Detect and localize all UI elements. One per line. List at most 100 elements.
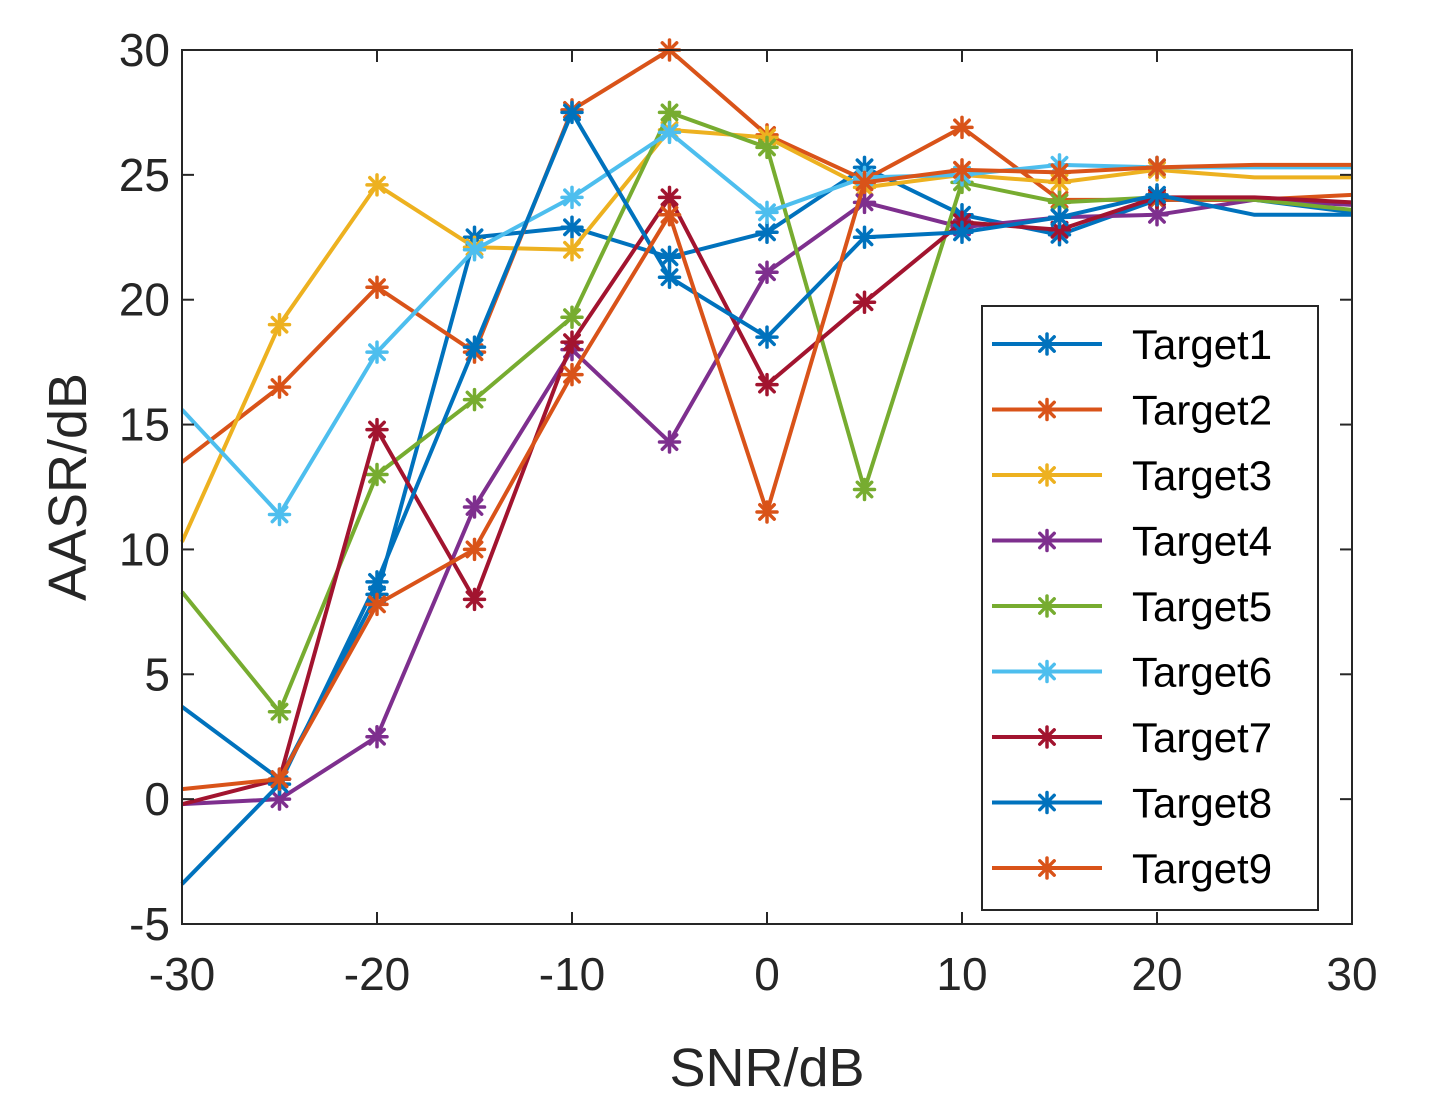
legend-item-target3: Target3 <box>992 452 1272 499</box>
legend-item-target6: Target6 <box>992 649 1272 696</box>
series-target9 <box>181 155 1352 792</box>
legend-item-target9: Target9 <box>992 845 1272 892</box>
y-tick-label: 0 <box>144 773 170 825</box>
legend-label: Target1 <box>1132 321 1272 368</box>
data-point-target4-2 <box>365 724 389 749</box>
legend-label: Target6 <box>1132 649 1272 696</box>
data-point-target5-6 <box>755 135 779 160</box>
data-point-target9-7 <box>852 170 877 195</box>
legend-item-target7: Target7 <box>992 714 1272 761</box>
legend-label: Target3 <box>1132 452 1272 499</box>
legend-marker <box>1035 397 1059 422</box>
data-point-target8-5 <box>657 265 682 289</box>
x-tick-label: -30 <box>149 948 215 1000</box>
data-point-target2-2 <box>365 275 389 299</box>
legend: Target1 Target2 Target3 Target4 Target5 Targe… <box>981 305 1319 911</box>
data-point-target4-3 <box>462 495 487 519</box>
data-point-target7-2 <box>365 417 389 442</box>
legend-label: Target7 <box>1132 714 1272 761</box>
data-point-target1-6 <box>755 220 779 245</box>
data-point-target1-4 <box>560 215 584 240</box>
data-point-target6-4 <box>560 185 584 210</box>
legend-item-target1: Target1 <box>992 321 1272 368</box>
data-point-target1-5 <box>657 245 682 270</box>
legend-label: Target9 <box>1132 845 1272 892</box>
data-point-target8-8 <box>950 220 974 245</box>
data-point-target4-5 <box>657 430 682 454</box>
legend-label: Target2 <box>1132 387 1272 434</box>
legend-marker <box>1035 790 1059 815</box>
x-tick-label: 20 <box>1131 948 1182 1000</box>
data-point-target9-4 <box>560 362 584 387</box>
data-point-target7-4 <box>560 330 584 354</box>
data-point-target8-4 <box>560 100 584 125</box>
x-tick-label: 10 <box>936 948 987 1000</box>
data-point-target5-7 <box>852 477 877 502</box>
series-layer <box>180 38 1353 886</box>
data-point-target8-9 <box>1047 205 1072 230</box>
x-tick-label: 30 <box>1326 948 1377 1000</box>
legend-marker <box>1035 659 1059 684</box>
data-point-target9-2 <box>365 592 389 617</box>
data-point-target6-5 <box>657 120 682 145</box>
legend-marker <box>1035 594 1059 618</box>
legend-label: Target4 <box>1132 518 1272 565</box>
y-tick-label: 30 <box>119 24 170 76</box>
data-point-target7-6 <box>755 372 779 397</box>
data-point-target5-4 <box>560 305 584 329</box>
data-point-target2-1 <box>267 375 292 399</box>
x-tick-label: -10 <box>539 948 605 1000</box>
x-tick-label: 0 <box>754 948 780 1000</box>
data-point-target4-6 <box>755 260 779 284</box>
y-tick-label: 25 <box>119 149 170 201</box>
data-point-target2-8 <box>950 115 974 140</box>
legend-item-target5: Target5 <box>992 583 1272 630</box>
data-point-target5-3 <box>462 387 487 412</box>
data-point-target5-1 <box>267 699 292 724</box>
legend-marker <box>1035 332 1059 356</box>
series-target8 <box>180 100 1352 886</box>
legend-marker <box>1035 725 1059 749</box>
y-tick-label: 10 <box>119 523 170 575</box>
data-point-target7-5 <box>657 185 682 210</box>
data-point-target6-1 <box>267 502 292 527</box>
data-point-target9-8 <box>950 158 974 182</box>
data-point-target4-10 <box>1145 203 1169 227</box>
data-point-target6-3 <box>462 238 487 262</box>
data-point-target3-2 <box>365 173 389 197</box>
data-point-target5-2 <box>365 462 389 487</box>
data-point-target9-1 <box>267 767 292 791</box>
y-tick-label: 5 <box>144 648 170 700</box>
legend-label: Target5 <box>1132 583 1272 630</box>
y-tick-label: 15 <box>119 399 170 451</box>
data-point-target5-5 <box>657 100 682 125</box>
y-tick-label: -5 <box>129 898 170 950</box>
data-point-target7-3 <box>462 587 487 612</box>
data-point-target9-5 <box>657 203 682 227</box>
data-point-target7-7 <box>852 290 877 314</box>
legend-marker <box>1035 528 1059 553</box>
data-point-target6-2 <box>365 340 389 364</box>
data-point-target9-9 <box>1047 160 1072 185</box>
data-point-target6-6 <box>755 200 779 225</box>
legend-label: Target8 <box>1132 780 1272 827</box>
y-tick-label: 20 <box>119 274 170 326</box>
x-axis-label: SNR/dB <box>669 1038 864 1098</box>
data-point-target8-2 <box>365 570 389 594</box>
legend-item-target8: Target8 <box>992 780 1272 827</box>
legend-item-target4: Target4 <box>992 518 1272 565</box>
y-axis-label: AASR/dB <box>38 373 98 601</box>
x-tick-label: -20 <box>344 948 410 1000</box>
data-point-target9-3 <box>462 537 487 562</box>
data-point-target8-10 <box>1145 183 1169 207</box>
data-point-target9-10 <box>1145 155 1169 180</box>
data-point-target9-6 <box>755 500 779 524</box>
data-point-target8-7 <box>852 225 877 250</box>
data-point-target8-6 <box>755 325 779 349</box>
axes: -30 -20 -10 0 10 20 30 -5 0 5 10 15 20 25 30 <box>119 24 1378 1000</box>
data-point-target3-1 <box>267 312 292 337</box>
data-point-target8-3 <box>462 335 487 359</box>
data-point-target3-4 <box>560 238 584 262</box>
legend-item-target2: Target2 <box>992 387 1272 434</box>
